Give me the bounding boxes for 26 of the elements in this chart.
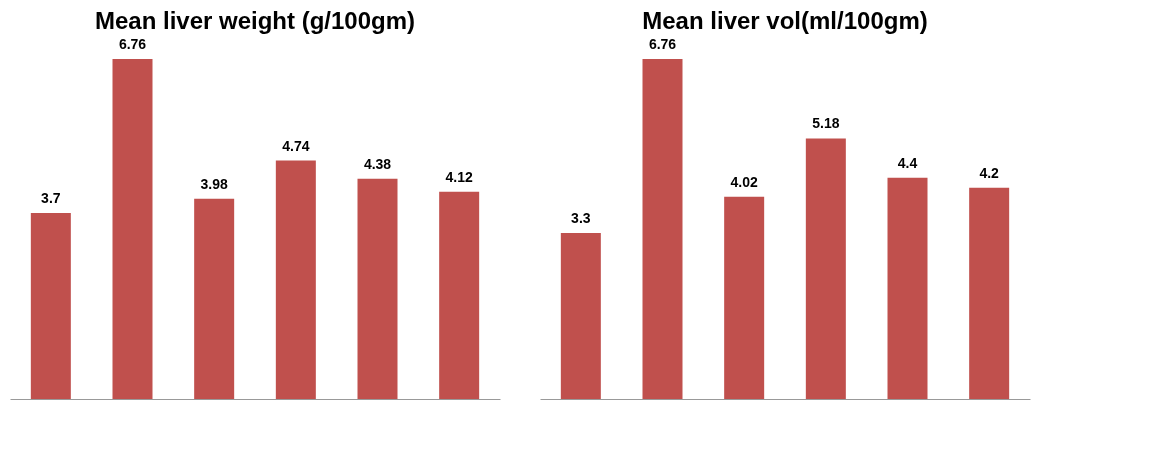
bar: [642, 59, 683, 399]
bar: [969, 187, 1010, 399]
chart-title: Mean liver weight (g/100gm): [94, 7, 416, 34]
data-label: 3.3: [571, 210, 591, 227]
data-label: 3.7: [41, 189, 61, 206]
bar: [275, 160, 316, 399]
data-label: 6.76: [648, 36, 677, 52]
data-label: 5.18: [812, 115, 840, 132]
bar: [194, 198, 235, 399]
data-label: 4.02: [730, 173, 758, 190]
data-label: 4.2: [979, 164, 1000, 181]
data-label: 4.74: [282, 137, 310, 154]
data-label: 4.12: [445, 168, 473, 185]
chart-title: Mean liver vol(ml/100gm): [642, 7, 928, 34]
bar: [112, 59, 153, 399]
bar: [357, 178, 398, 399]
bar: [30, 212, 71, 399]
data-label: 4.4: [897, 154, 918, 171]
bar: [805, 138, 846, 399]
data-label: 4.38: [363, 155, 392, 172]
bar: [724, 196, 765, 399]
bar: [439, 191, 480, 399]
bar: [887, 177, 928, 399]
data-label: 3.98: [200, 175, 228, 192]
bar: [560, 233, 601, 399]
data-label: 6.76: [118, 36, 147, 52]
